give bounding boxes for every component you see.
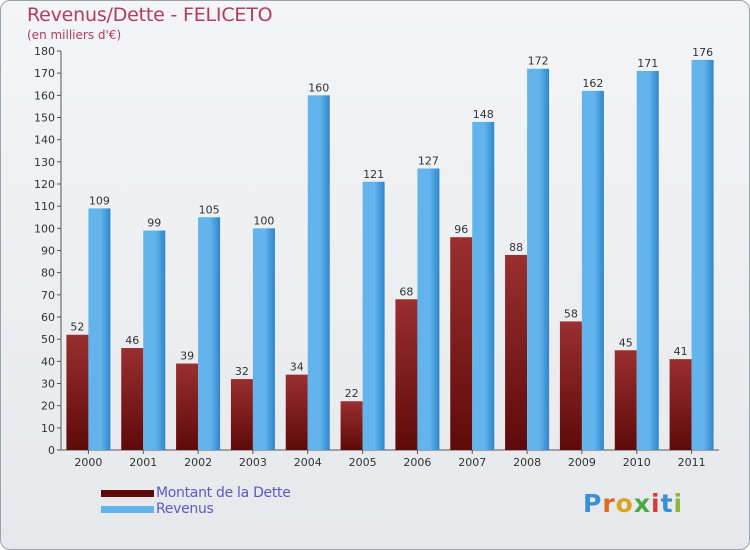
y-tick-label: 80 <box>41 267 55 280</box>
axes-layer: 0 10 20 30 40 50 60 70 80 90 100 110 120 130 140 150 160… <box>34 45 719 469</box>
bar-revenus <box>472 121 495 450</box>
bar-revenus <box>362 181 385 451</box>
legend-item-debt: Montant de la Dette <box>101 485 291 501</box>
data-label-debt: 32 <box>235 365 249 378</box>
bar-revenus <box>691 59 714 450</box>
x-tick-label: 2009 <box>568 456 596 469</box>
y-tick-label: 110 <box>34 200 55 213</box>
bar-revenus <box>198 217 221 450</box>
y-tick-label: 70 <box>41 289 55 302</box>
y-tick-label: 30 <box>41 378 55 391</box>
data-label-debt: 88 <box>509 241 523 254</box>
legend-label-debt: Montant de la Dette <box>156 485 291 501</box>
data-label-debt: 45 <box>619 336 633 349</box>
data-label-debt: 96 <box>454 223 468 236</box>
data-label-revenus: 121 <box>363 168 384 181</box>
y-tick-label: 60 <box>41 311 55 324</box>
bar-debt <box>285 374 308 450</box>
y-tick-label: 100 <box>34 222 55 235</box>
bar-revenus <box>307 95 330 450</box>
y-tick-label: 120 <box>34 178 55 191</box>
data-label-debt: 39 <box>180 350 194 363</box>
bar-debt <box>340 401 363 450</box>
y-tick-label: 170 <box>34 67 55 80</box>
y-tick-label: 130 <box>34 156 55 169</box>
data-label-debt: 34 <box>290 361 304 374</box>
bar-debt <box>614 350 637 450</box>
y-tick-label: 20 <box>41 400 55 413</box>
chart-title: Revenus/Dette - FELICETO <box>27 4 273 26</box>
data-label-debt: 68 <box>399 285 413 298</box>
data-label-revenus: 100 <box>253 214 274 227</box>
bar-debt <box>505 254 528 450</box>
x-tick-label: 2004 <box>294 456 322 469</box>
data-label-revenus: 99 <box>147 217 161 230</box>
bar-debt <box>669 359 692 450</box>
x-tick-label: 2002 <box>184 456 212 469</box>
proxiti-logo: Proxiti <box>583 489 684 518</box>
data-label-debt: 22 <box>345 387 359 400</box>
bar-debt <box>230 379 253 450</box>
y-tick-label: 40 <box>41 355 55 368</box>
x-tick-label: 2008 <box>513 456 541 469</box>
x-tick-label: 2006 <box>403 456 431 469</box>
x-tick-label: 2003 <box>239 456 267 469</box>
data-label-revenus: 148 <box>473 108 494 121</box>
bar-revenus <box>88 208 111 450</box>
data-label-debt: 52 <box>70 321 84 334</box>
bar-revenus <box>252 228 275 450</box>
x-tick-label: 2000 <box>74 456 102 469</box>
legend-label-revenus: Revenus <box>156 501 214 517</box>
data-label-revenus: 176 <box>692 46 713 59</box>
x-tick-label: 2001 <box>129 456 157 469</box>
labels-layer: 52 109 46 99 39 105 32 100 34 160 22 121 68 127 96 148 8… <box>70 46 713 400</box>
bar-revenus <box>417 168 440 450</box>
x-tick-label: 2005 <box>349 456 377 469</box>
y-tick-label: 180 <box>34 45 55 58</box>
bar-debt <box>176 363 199 450</box>
x-tick-label: 2011 <box>678 456 706 469</box>
bar-debt <box>450 237 473 450</box>
y-tick-label: 90 <box>41 245 55 258</box>
bar-revenus <box>636 70 659 450</box>
data-label-revenus: 171 <box>637 57 658 70</box>
y-tick-label: 0 <box>48 444 55 457</box>
y-tick-label: 140 <box>34 134 55 147</box>
data-label-revenus: 172 <box>528 55 549 68</box>
data-label-revenus: 160 <box>308 81 329 94</box>
data-label-revenus: 162 <box>582 77 603 90</box>
legend-swatch-debt <box>101 489 154 497</box>
legend-item-revenus: Revenus <box>101 501 291 517</box>
bar-debt <box>395 299 418 450</box>
x-tick-label: 2010 <box>623 456 651 469</box>
data-label-revenus: 127 <box>418 154 439 167</box>
bar-revenus <box>143 230 166 450</box>
y-tick-label: 10 <box>41 422 55 435</box>
bars-layer <box>66 59 714 451</box>
bar-revenus <box>527 68 550 450</box>
chart-subtitle: (en milliers d'€) <box>27 28 122 42</box>
data-label-debt: 41 <box>674 345 688 358</box>
y-tick-label: 50 <box>41 333 55 346</box>
x-tick-label: 2007 <box>458 456 486 469</box>
bar-debt <box>121 348 144 450</box>
y-tick-label: 150 <box>34 112 55 125</box>
bar-debt <box>66 334 89 450</box>
bar-revenus <box>581 90 604 451</box>
y-tick-label: 160 <box>34 89 55 102</box>
legend-swatch-revenus <box>101 505 154 513</box>
data-label-revenus: 105 <box>199 203 220 216</box>
legend: Montant de la Dette Revenus <box>101 485 291 517</box>
bar-debt <box>559 321 582 450</box>
data-label-debt: 58 <box>564 307 578 320</box>
data-label-debt: 46 <box>125 334 139 347</box>
data-label-revenus: 109 <box>89 194 110 207</box>
